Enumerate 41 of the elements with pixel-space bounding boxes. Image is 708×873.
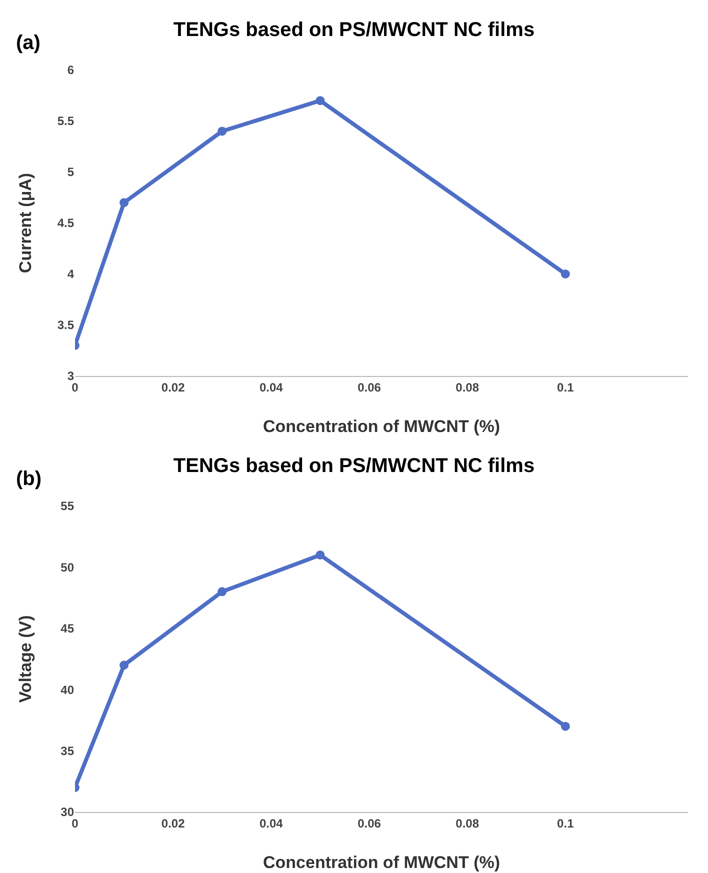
point bbox=[120, 660, 129, 670]
x-tick-label: 0 bbox=[72, 380, 79, 394]
point bbox=[218, 126, 227, 136]
x-tick-label: 0.08 bbox=[456, 380, 480, 394]
point bbox=[560, 722, 570, 731]
y-tick-label: 55 bbox=[60, 499, 74, 514]
y-tick-label: 4.5 bbox=[57, 216, 74, 230]
x-axis-title: Concentration of MWCNT (%) bbox=[262, 417, 500, 436]
y-tick-label: 35 bbox=[60, 744, 74, 758]
y-tick-label: 45 bbox=[60, 622, 74, 636]
y-tick-label: 6 bbox=[67, 63, 74, 78]
x-tick-label: 0.04 bbox=[259, 816, 284, 830]
y-axis-title: Voltage (V) bbox=[16, 615, 35, 703]
y-tick-label: 50 bbox=[60, 560, 74, 574]
x-tick-label: 0.04 bbox=[259, 380, 284, 394]
x-tick-label: 0.08 bbox=[456, 816, 480, 830]
x-tick-label: 0.02 bbox=[161, 816, 186, 830]
x-tick-label: 0.06 bbox=[358, 380, 382, 394]
text: (b) bbox=[16, 468, 42, 490]
point bbox=[316, 96, 325, 106]
chart-title: TENGs based on PS/MWCNT NC films bbox=[173, 454, 535, 477]
point bbox=[218, 587, 227, 596]
y-tick-label: 3 bbox=[67, 369, 74, 384]
x-axis-title: Concentration of MWCNT (%) bbox=[262, 853, 500, 872]
text: (a) bbox=[16, 32, 40, 54]
y-tick-label: 4 bbox=[67, 267, 74, 282]
y-tick-label: 5.5 bbox=[57, 114, 74, 128]
y-tick-label: 3.5 bbox=[57, 318, 74, 332]
point bbox=[120, 198, 129, 208]
x-tick-label: 0.1 bbox=[557, 380, 574, 394]
x-tick-label: 0.02 bbox=[161, 380, 186, 394]
y-tick-label: 5 bbox=[67, 165, 74, 180]
chart-title: TENGs based on PS/MWCNT NC films bbox=[173, 18, 535, 41]
x-tick-label: 0.06 bbox=[358, 816, 382, 830]
point bbox=[560, 270, 570, 278]
x-tick-label: 0 bbox=[72, 816, 79, 830]
point bbox=[316, 550, 325, 560]
y-tick-label: 30 bbox=[60, 805, 74, 820]
y-axis-title: Current (μA) bbox=[16, 172, 35, 274]
y-tick-label: 40 bbox=[60, 682, 74, 697]
x-tick-label: 0.1 bbox=[557, 816, 574, 830]
